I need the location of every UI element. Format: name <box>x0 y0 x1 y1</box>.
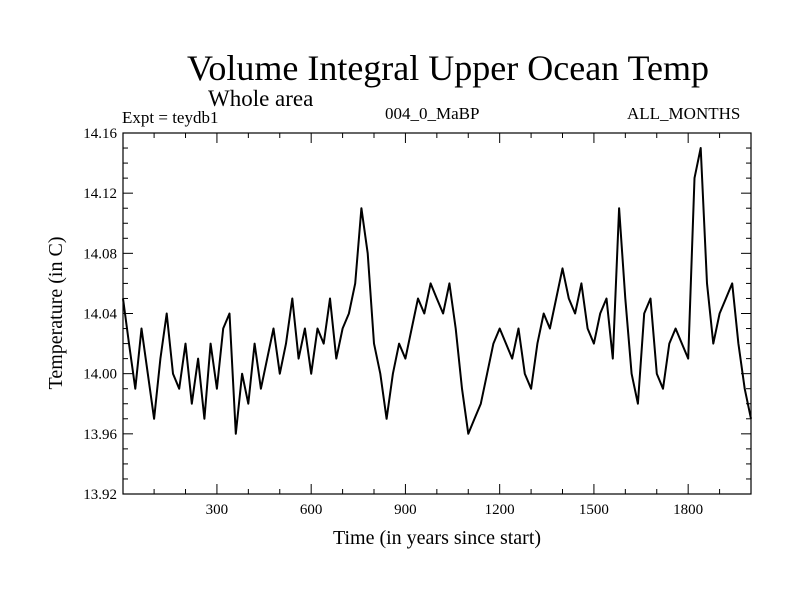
x-tick-label: 1500 <box>579 502 609 518</box>
y-tick-label: 14.04 <box>83 307 117 323</box>
plot-frame <box>122 132 752 495</box>
y-axis-label: Temperature (in C) <box>45 237 67 390</box>
run-label: 004_0_MaBP <box>385 104 480 123</box>
y-tick-label: 13.92 <box>83 487 117 503</box>
months-label: ALL_MONTHS <box>627 104 741 123</box>
x-axis-label: Time (in years since start) <box>333 527 541 549</box>
x-axis: 300 600 900 1200 1500 1800 <box>153 133 721 518</box>
chart-title: Volume Integral Upper Ocean Temp <box>187 48 709 88</box>
series-group <box>122 147 752 435</box>
chart-subtitle: Whole area <box>208 86 314 111</box>
y-tick-label: 14.12 <box>83 186 117 202</box>
y-axis: 13.92 13.96 14.00 14.04 14.08 14.12 14.16 <box>83 126 751 503</box>
y-tick-label: 14.00 <box>83 367 117 383</box>
y-tick-label: 14.16 <box>83 126 117 142</box>
x-tick-label: 900 <box>394 502 417 518</box>
y-tick-label: 13.96 <box>83 427 117 443</box>
y-tick-label: 14.08 <box>83 246 117 262</box>
x-tick-label: 1800 <box>673 502 703 518</box>
x-tick-label: 300 <box>206 502 229 518</box>
x-tick-label: 1200 <box>485 502 515 518</box>
experiment-label: Expt = teydb1 <box>122 108 219 127</box>
series-line <box>122 147 752 435</box>
x-tick-label: 600 <box>300 502 323 518</box>
